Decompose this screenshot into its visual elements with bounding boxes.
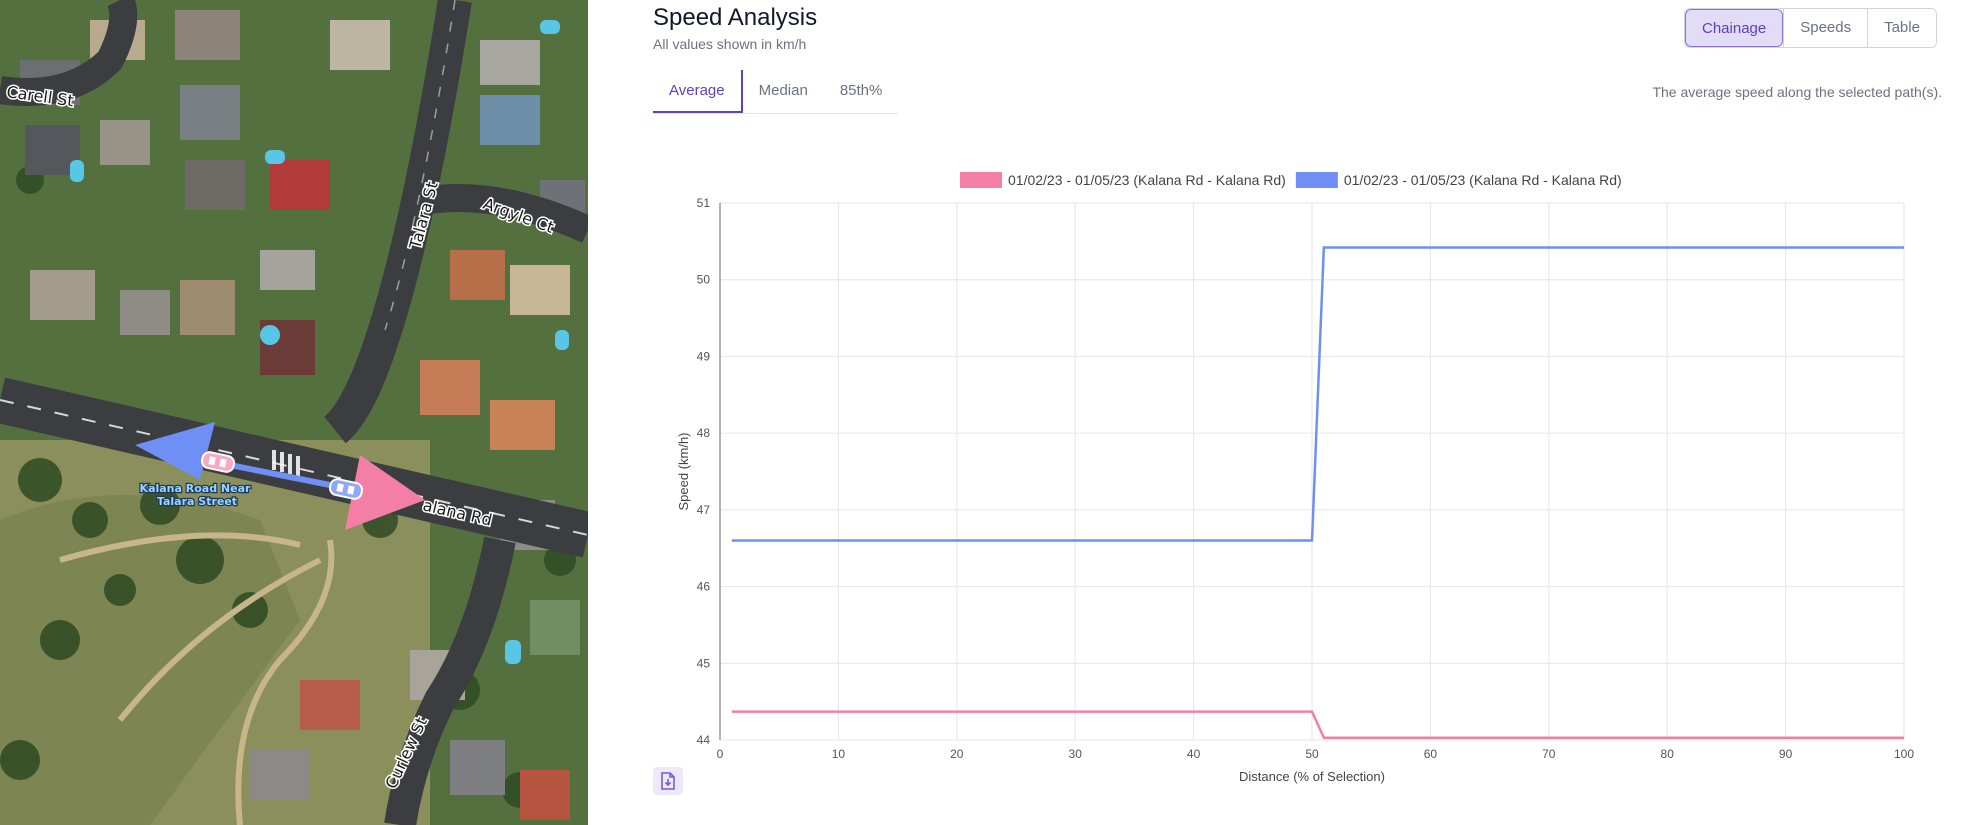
- x-tick-label: 10: [832, 747, 846, 761]
- view-toggle: Chainage Speeds Table: [1684, 8, 1937, 48]
- x-tick-label: 40: [1187, 747, 1201, 761]
- y-tick-label: 47: [697, 503, 711, 517]
- legend-swatch-1: [960, 172, 1002, 188]
- site-label-line-1: Kalana Road Near: [140, 482, 251, 495]
- statistic-description: The average speed along the selected pat…: [1652, 84, 1942, 100]
- view-table-button[interactable]: Table: [1867, 9, 1936, 47]
- x-axis-ticks: 0 10 20 30 40 50 60 70 80 90 100: [717, 747, 1915, 761]
- chart-gridlines: [719, 202, 1905, 741]
- map-view[interactable]: Carell St Talara St Argyle Ct alana Rd C…: [0, 0, 588, 825]
- y-tick-label: 46: [697, 580, 711, 594]
- chart-series: [731, 246, 1904, 739]
- x-tick-label: 30: [1069, 747, 1083, 761]
- legend-label-2[interactable]: 01/02/23 - 01/05/23 (Kalana Rd - Kalana …: [1344, 172, 1622, 188]
- x-axis-title: Distance (% of Selection): [1239, 769, 1385, 784]
- x-tick-label: 90: [1779, 747, 1793, 761]
- westbound-vehicle-marker[interactable]: [328, 478, 364, 500]
- series-line-2: [731, 246, 1904, 542]
- speed-chainage-chart: 01/02/23 - 01/05/23 (Kalana Rd - Kalana …: [676, 172, 1915, 784]
- westbound-direction-arrow[interactable]: [135, 422, 341, 490]
- x-tick-label: 0: [717, 747, 724, 761]
- tab-median[interactable]: Median: [758, 82, 808, 99]
- series-line-1: [731, 710, 1904, 739]
- tab-85th-percentile[interactable]: 85th%: [839, 82, 883, 99]
- x-tick-label: 20: [950, 747, 964, 761]
- y-tick-label: 51: [697, 196, 711, 210]
- export-chart-button[interactable]: [653, 767, 683, 795]
- x-tick-label: 60: [1424, 747, 1438, 761]
- x-tick-label: 70: [1542, 747, 1556, 761]
- speed-analysis-panel: Speed Analysis All values shown in km/h …: [588, 0, 1962, 825]
- y-tick-label: 50: [697, 273, 711, 287]
- y-tick-label: 45: [697, 656, 711, 670]
- x-tick-label: 100: [1894, 747, 1914, 761]
- satellite-map[interactable]: Carell St Talara St Argyle Ct alana Rd C…: [0, 0, 588, 825]
- y-tick-label: 44: [697, 733, 711, 747]
- y-tick-label: 48: [697, 426, 711, 440]
- y-axis-ticks: 44 45 46 47 48 49 50 51: [697, 196, 711, 747]
- view-speeds-button[interactable]: Speeds: [1783, 9, 1868, 47]
- file-export-icon: [661, 772, 675, 790]
- view-chainage-button[interactable]: Chainage: [1685, 9, 1784, 47]
- legend-swatch-2: [1295, 172, 1338, 188]
- x-tick-label: 80: [1661, 747, 1675, 761]
- page-title: Speed Analysis: [653, 4, 818, 31]
- chart-legend[interactable]: 01/02/23 - 01/05/23 (Kalana Rd - Kalana …: [960, 172, 1622, 188]
- y-axis-title: Speed (km/h): [676, 432, 691, 510]
- tab-average[interactable]: Average: [653, 70, 743, 113]
- eastbound-direction-arrow[interactable]: [345, 455, 425, 530]
- site-label-line-2: Talara Street: [157, 495, 237, 508]
- y-tick-label: 49: [697, 349, 711, 363]
- x-tick-label: 50: [1305, 747, 1319, 761]
- eastbound-vehicle-marker[interactable]: [200, 451, 236, 473]
- legend-label-1[interactable]: 01/02/23 - 01/05/23 (Kalana Rd - Kalana …: [1008, 172, 1286, 188]
- page-subtitle: All values shown in km/h: [653, 36, 807, 52]
- statistic-tabs: Average Median 85th%: [653, 70, 899, 114]
